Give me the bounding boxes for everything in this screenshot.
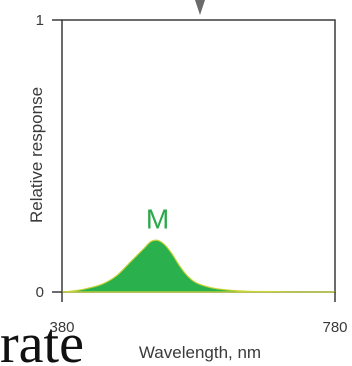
- series-m-area: [61, 239, 335, 293]
- series-m-label: M: [146, 203, 169, 234]
- cropped-word: rate: [0, 313, 84, 366]
- y-axis-title: Relative response: [27, 87, 46, 223]
- plot-frame: [61, 19, 336, 293]
- top-pointer-mark: [195, 0, 205, 15]
- x-tick-label-left: 380: [49, 319, 74, 336]
- x-tick-label-right: 780: [322, 319, 347, 336]
- x-axis-title: Wavelength, nm: [139, 343, 261, 362]
- y-tick-label-bottom: 0: [36, 284, 44, 301]
- y-tick-label-top: 1: [36, 12, 44, 29]
